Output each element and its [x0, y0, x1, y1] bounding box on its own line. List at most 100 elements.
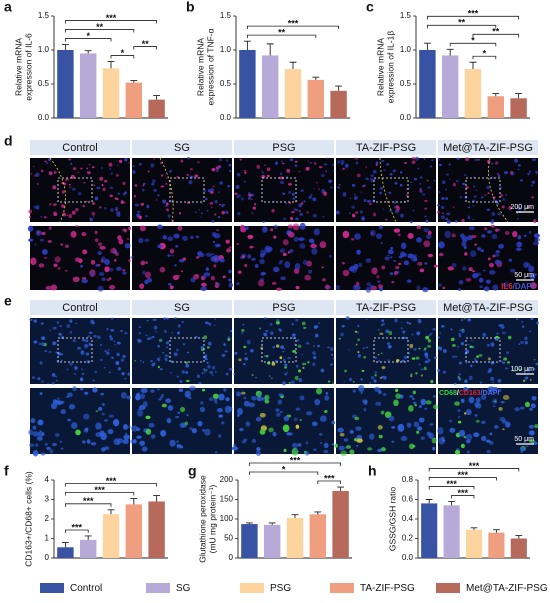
cell	[381, 366, 386, 370]
cell	[203, 272, 211, 277]
cell	[313, 228, 320, 236]
cell	[302, 260, 308, 265]
cell	[496, 202, 499, 205]
cell	[165, 202, 169, 206]
cell	[463, 386, 468, 392]
cell	[85, 427, 89, 432]
cell	[61, 353, 63, 356]
cell	[528, 265, 535, 273]
cell	[138, 237, 144, 244]
cell	[505, 193, 508, 196]
cell	[327, 380, 331, 383]
cell	[265, 329, 269, 333]
cell	[443, 370, 447, 374]
cell	[446, 173, 449, 176]
significance-label: ***	[72, 522, 83, 532]
cell	[74, 373, 76, 375]
cell	[101, 412, 105, 416]
cell	[241, 440, 246, 444]
cell	[95, 264, 100, 267]
cell	[138, 332, 141, 335]
cell	[200, 216, 203, 218]
y-tick-label: 0.0	[38, 113, 50, 122]
cell	[529, 274, 536, 280]
cell	[145, 271, 152, 279]
cell	[268, 427, 274, 433]
cell	[203, 368, 207, 373]
cell	[29, 443, 35, 448]
cell	[274, 360, 278, 363]
cell	[279, 248, 286, 253]
cell	[33, 340, 38, 344]
cell	[363, 408, 367, 412]
cell	[270, 377, 273, 379]
cell	[445, 217, 449, 221]
significance-bracket	[449, 42, 497, 47]
cell	[159, 161, 163, 165]
cell	[92, 216, 95, 218]
cell	[403, 355, 408, 360]
cell	[357, 384, 365, 393]
cell	[502, 394, 510, 400]
error-bar	[153, 95, 161, 100]
cell	[77, 346, 82, 350]
cell	[295, 318, 299, 322]
cell	[315, 182, 319, 184]
cell	[237, 270, 242, 274]
cell	[487, 357, 492, 361]
cell	[104, 266, 110, 273]
cell	[279, 410, 283, 414]
cell	[60, 243, 64, 246]
cell	[500, 193, 504, 197]
cell	[54, 256, 61, 263]
cell	[272, 266, 280, 273]
cell	[159, 266, 166, 273]
cell	[230, 329, 233, 333]
cell	[293, 208, 298, 211]
error-bar	[84, 535, 92, 540]
cell	[261, 174, 266, 179]
legend-label: Control	[70, 583, 102, 594]
cell	[107, 429, 114, 435]
cell	[101, 166, 103, 170]
cell	[115, 360, 120, 366]
cell	[104, 349, 107, 353]
cell	[417, 426, 423, 431]
cell	[157, 244, 162, 249]
cell	[204, 321, 209, 325]
cell	[501, 361, 506, 364]
cell	[110, 248, 117, 254]
cell	[54, 342, 57, 345]
cell	[85, 352, 90, 356]
cell	[516, 241, 523, 248]
cell	[166, 208, 169, 212]
cell	[37, 377, 41, 381]
significance-label: *	[121, 48, 125, 58]
cell	[409, 220, 413, 224]
cell	[245, 421, 251, 427]
cell	[422, 287, 429, 293]
cell	[100, 358, 104, 362]
y-tick-label: 0	[45, 553, 50, 562]
cell	[79, 377, 84, 382]
cell	[531, 395, 537, 401]
cell	[259, 253, 265, 258]
cell	[52, 185, 57, 190]
cell	[311, 247, 318, 255]
column-header-box	[30, 140, 130, 155]
significance-bracket	[133, 46, 157, 50]
cell	[109, 335, 112, 338]
error-bar	[153, 495, 161, 502]
cell	[411, 255, 417, 262]
cell	[36, 182, 39, 186]
cell	[451, 262, 457, 268]
bar	[102, 68, 120, 118]
cell	[43, 256, 48, 259]
cell	[491, 162, 494, 165]
cell	[118, 159, 123, 164]
cell	[476, 272, 482, 277]
cell	[155, 331, 158, 333]
cell	[49, 203, 52, 206]
cell	[467, 343, 470, 346]
cell	[124, 377, 127, 380]
